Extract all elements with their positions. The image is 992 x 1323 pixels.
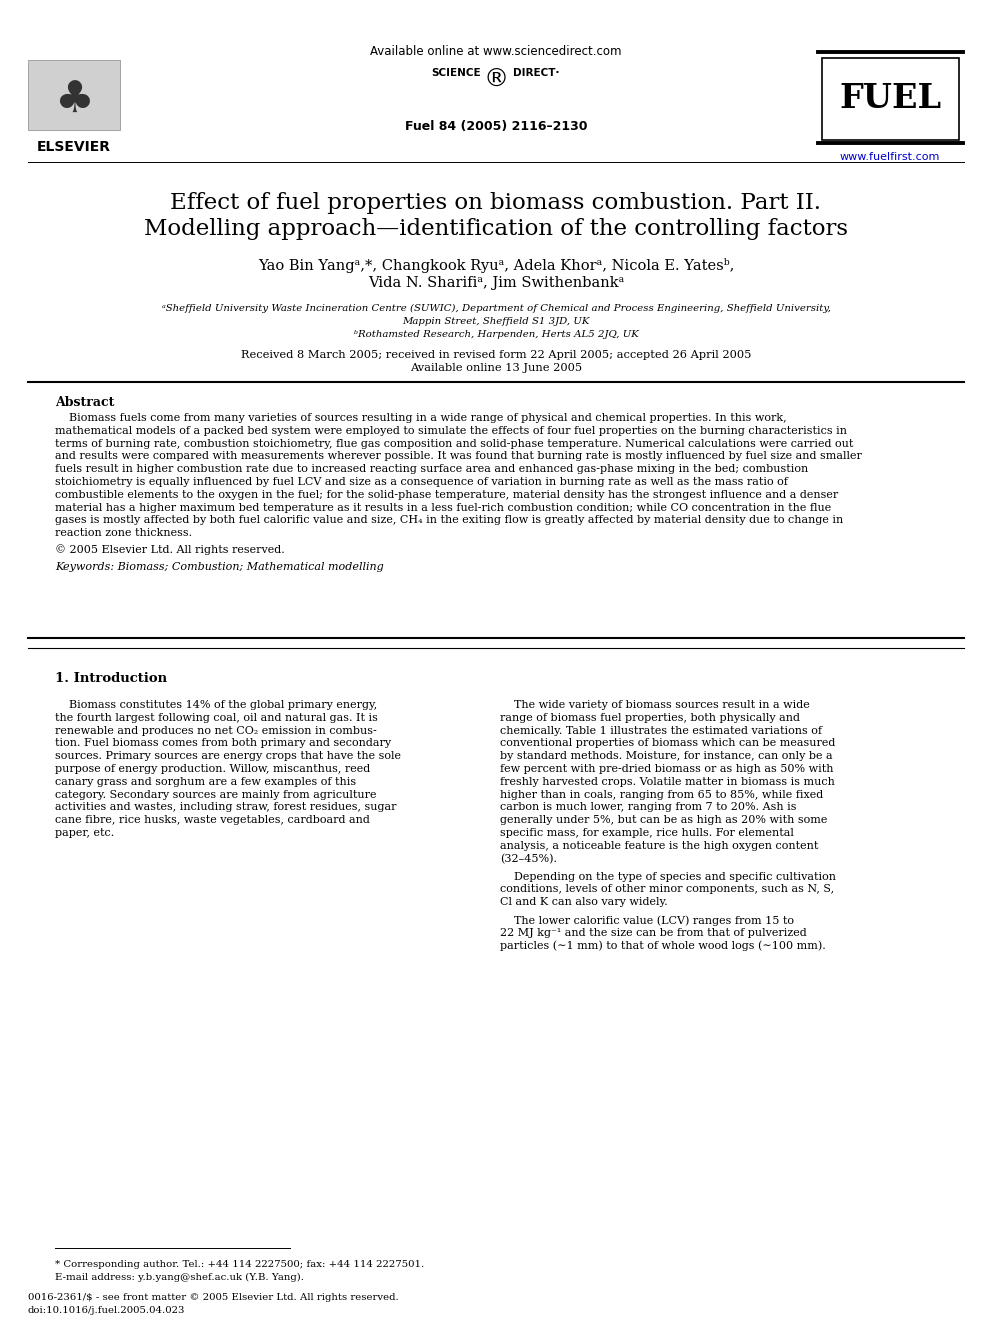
- Text: ®: ®: [483, 67, 509, 93]
- Text: ᵃSheffield University Waste Incineration Centre (SUWIC), Department of Chemical : ᵃSheffield University Waste Incineration…: [162, 304, 830, 314]
- Text: renewable and produces no net CO₂ emission in combus-: renewable and produces no net CO₂ emissi…: [55, 725, 377, 736]
- Text: Keywords: Biomass; Combustion; Mathematical modelling: Keywords: Biomass; Combustion; Mathemati…: [55, 562, 384, 572]
- Text: tion. Fuel biomass comes from both primary and secondary: tion. Fuel biomass comes from both prima…: [55, 738, 391, 749]
- Text: analysis, a noticeable feature is the high oxygen content: analysis, a noticeable feature is the hi…: [500, 841, 818, 851]
- Text: The lower calorific value (LCV) ranges from 15 to: The lower calorific value (LCV) ranges f…: [500, 916, 794, 926]
- Text: 0016-2361/$ - see front matter © 2005 Elsevier Ltd. All rights reserved.: 0016-2361/$ - see front matter © 2005 El…: [28, 1293, 399, 1302]
- Text: DIRECT·: DIRECT·: [513, 67, 559, 78]
- Text: Vida N. Sharifiᵃ, Jim Swithenbankᵃ: Vida N. Sharifiᵃ, Jim Swithenbankᵃ: [368, 277, 624, 290]
- Text: activities and wastes, including straw, forest residues, sugar: activities and wastes, including straw, …: [55, 803, 397, 812]
- Text: fuels result in higher combustion rate due to increased reacting surface area an: fuels result in higher combustion rate d…: [55, 464, 808, 474]
- Text: range of biomass fuel properties, both physically and: range of biomass fuel properties, both p…: [500, 713, 800, 722]
- Text: Mappin Street, Sheffield S1 3JD, UK: Mappin Street, Sheffield S1 3JD, UK: [402, 318, 590, 325]
- Text: category. Secondary sources are mainly from agriculture: category. Secondary sources are mainly f…: [55, 790, 377, 799]
- Text: Available online 13 June 2005: Available online 13 June 2005: [410, 363, 582, 373]
- Text: cane fibre, rice husks, waste vegetables, cardboard and: cane fibre, rice husks, waste vegetables…: [55, 815, 370, 826]
- Text: SCIENCE: SCIENCE: [432, 67, 481, 78]
- Text: by standard methods. Moisture, for instance, can only be a: by standard methods. Moisture, for insta…: [500, 751, 832, 761]
- Text: ELSEVIER: ELSEVIER: [37, 140, 111, 153]
- Text: conditions, levels of other minor components, such as N, S,: conditions, levels of other minor compon…: [500, 884, 834, 894]
- Text: combustible elements to the oxygen in the fuel; for the solid-phase temperature,: combustible elements to the oxygen in th…: [55, 490, 838, 500]
- Text: Effect of fuel properties on biomass combustion. Part II.: Effect of fuel properties on biomass com…: [171, 192, 821, 214]
- Text: chemically. Table 1 illustrates the estimated variations of: chemically. Table 1 illustrates the esti…: [500, 725, 822, 736]
- Text: Abstract: Abstract: [55, 396, 114, 409]
- Text: gases is mostly affected by both fuel calorific value and size, CH₄ in the exiti: gases is mostly affected by both fuel ca…: [55, 516, 843, 525]
- Text: The wide variety of biomass sources result in a wide: The wide variety of biomass sources resu…: [500, 700, 809, 710]
- Text: specific mass, for example, rice hulls. For elemental: specific mass, for example, rice hulls. …: [500, 828, 794, 837]
- Text: and results were compared with measurements wherever possible. It was found that: and results were compared with measureme…: [55, 451, 862, 462]
- Text: E-mail address: y.b.yang@shef.ac.uk (Y.B. Yang).: E-mail address: y.b.yang@shef.ac.uk (Y.B…: [55, 1273, 304, 1282]
- Text: www.fuelfirst.com: www.fuelfirst.com: [840, 152, 940, 161]
- Text: mathematical models of a packed bed system were employed to simulate the effects: mathematical models of a packed bed syst…: [55, 426, 847, 435]
- Text: generally under 5%, but can be as high as 20% with some: generally under 5%, but can be as high a…: [500, 815, 827, 826]
- Text: Received 8 March 2005; received in revised form 22 April 2005; accepted 26 April: Received 8 March 2005; received in revis…: [241, 351, 751, 360]
- Text: sources. Primary sources are energy crops that have the sole: sources. Primary sources are energy crop…: [55, 751, 401, 761]
- Text: the fourth largest following coal, oil and natural gas. It is: the fourth largest following coal, oil a…: [55, 713, 378, 722]
- Text: ♣: ♣: [54, 78, 94, 122]
- Text: Biomass fuels come from many varieties of sources resulting in a wide range of p: Biomass fuels come from many varieties o…: [55, 413, 787, 423]
- Text: material has a higher maximum bed temperature as it results in a less fuel-rich : material has a higher maximum bed temper…: [55, 503, 831, 512]
- Text: freshly harvested crops. Volatile matter in biomass is much: freshly harvested crops. Volatile matter…: [500, 777, 835, 787]
- Text: reaction zone thickness.: reaction zone thickness.: [55, 528, 192, 538]
- Text: Yao Bin Yangᵃ,*, Changkook Ryuᵃ, Adela Khorᵃ, Nicola E. Yatesᵇ,: Yao Bin Yangᵃ,*, Changkook Ryuᵃ, Adela K…: [258, 258, 734, 273]
- Text: © 2005 Elsevier Ltd. All rights reserved.: © 2005 Elsevier Ltd. All rights reserved…: [55, 544, 285, 554]
- FancyBboxPatch shape: [28, 60, 120, 130]
- Text: particles (∼1 mm) to that of whole wood logs (∼100 mm).: particles (∼1 mm) to that of whole wood …: [500, 941, 825, 951]
- Text: doi:10.1016/j.fuel.2005.04.023: doi:10.1016/j.fuel.2005.04.023: [28, 1306, 186, 1315]
- Text: Fuel 84 (2005) 2116–2130: Fuel 84 (2005) 2116–2130: [405, 120, 587, 134]
- FancyBboxPatch shape: [822, 58, 959, 140]
- Text: carbon is much lower, ranging from 7 to 20%. Ash is: carbon is much lower, ranging from 7 to …: [500, 803, 797, 812]
- Text: FUEL: FUEL: [839, 82, 941, 115]
- Text: * Corresponding author. Tel.: +44 114 2227500; fax: +44 114 2227501.: * Corresponding author. Tel.: +44 114 22…: [55, 1259, 425, 1269]
- Text: conventional properties of biomass which can be measured: conventional properties of biomass which…: [500, 738, 835, 749]
- Text: 1. Introduction: 1. Introduction: [55, 672, 167, 685]
- Text: (32–45%).: (32–45%).: [500, 853, 557, 864]
- Text: ᵇRothamsted Research, Harpenden, Herts AL5 2JQ, UK: ᵇRothamsted Research, Harpenden, Herts A…: [353, 329, 639, 339]
- Text: Cl and K can also vary widely.: Cl and K can also vary widely.: [500, 897, 668, 908]
- Text: paper, etc.: paper, etc.: [55, 828, 114, 837]
- Text: canary grass and sorghum are a few examples of this: canary grass and sorghum are a few examp…: [55, 777, 356, 787]
- Text: terms of burning rate, combustion stoichiometry, flue gas composition and solid-: terms of burning rate, combustion stoich…: [55, 439, 853, 448]
- Text: stoichiometry is equally influenced by fuel LCV and size as a consequence of var: stoichiometry is equally influenced by f…: [55, 478, 788, 487]
- Text: Depending on the type of species and specific cultivation: Depending on the type of species and spe…: [500, 872, 836, 881]
- Text: few percent with pre-dried biomass or as high as 50% with: few percent with pre-dried biomass or as…: [500, 763, 833, 774]
- Text: Available online at www.sciencedirect.com: Available online at www.sciencedirect.co…: [370, 45, 622, 58]
- Text: 22 MJ kg⁻¹ and the size can be from that of pulverized: 22 MJ kg⁻¹ and the size can be from that…: [500, 927, 806, 938]
- Text: Biomass constitutes 14% of the global primary energy,: Biomass constitutes 14% of the global pr…: [55, 700, 377, 710]
- Text: purpose of energy production. Willow, miscanthus, reed: purpose of energy production. Willow, mi…: [55, 763, 370, 774]
- Text: Modelling approach—identification of the controlling factors: Modelling approach—identification of the…: [144, 218, 848, 239]
- Text: higher than in coals, ranging from 65 to 85%, while fixed: higher than in coals, ranging from 65 to…: [500, 790, 823, 799]
